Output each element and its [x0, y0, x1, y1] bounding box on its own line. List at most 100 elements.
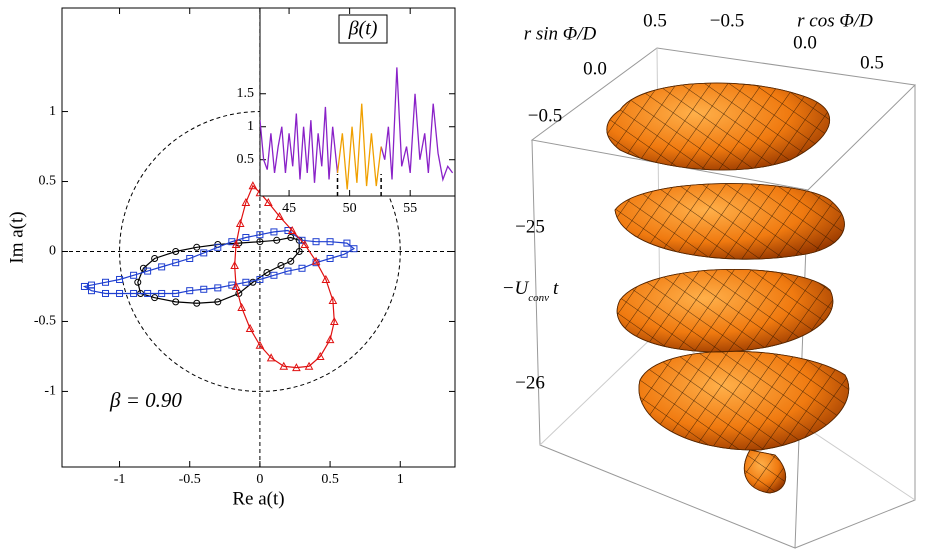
marker — [186, 287, 194, 295]
z-axis-label: −Uconv t — [502, 278, 559, 303]
marker — [214, 298, 222, 306]
marker — [279, 361, 289, 370]
marker — [325, 335, 335, 344]
x-tick-label: -1 — [114, 472, 126, 487]
surface-panel: r cos Φ/D r sin Φ/D −Uconv t −0.5 0.0 0.5 −0… — [502, 10, 917, 549]
marker — [130, 271, 138, 279]
marker — [200, 285, 208, 293]
z-label-sub: conv — [528, 292, 549, 304]
marker — [172, 298, 180, 306]
x-tick-label: 45 — [282, 201, 296, 216]
x-tick-label: 0.5 — [860, 52, 884, 73]
annotation: β = 0.90 — [109, 388, 182, 412]
marker — [300, 239, 310, 248]
title-box — [338, 14, 388, 44]
marker — [270, 271, 278, 279]
marker — [298, 264, 306, 272]
series-line — [234, 184, 335, 369]
marker — [235, 218, 245, 228]
series-line — [260, 67, 454, 183]
y-tick-label: -0.5 — [34, 314, 56, 329]
z-label-tail: t — [553, 278, 559, 299]
marker — [237, 302, 246, 311]
marker — [270, 228, 278, 236]
x-axis-label: Re a(t) — [232, 488, 284, 509]
marker — [256, 231, 264, 239]
x-tick-label: 0.0 — [793, 32, 817, 53]
marker — [172, 259, 180, 267]
y-tick-label: 0.5 — [643, 10, 667, 31]
marker — [304, 361, 314, 370]
marker — [158, 263, 166, 271]
marker — [80, 282, 88, 290]
marker — [292, 363, 301, 372]
x-tick-label: 1 — [397, 472, 404, 487]
marker — [134, 278, 142, 286]
series-line — [82, 229, 356, 295]
x-tick-label: -0.5 — [179, 472, 201, 487]
marker — [284, 267, 292, 275]
marker — [241, 197, 251, 207]
marker — [116, 289, 124, 297]
marker — [186, 254, 194, 262]
marker — [116, 275, 124, 283]
y-axis-label: Im a(t) — [6, 211, 27, 263]
marker — [287, 225, 297, 235]
marker — [144, 267, 152, 275]
z-tick-label: −26 — [515, 372, 545, 393]
marker — [275, 211, 284, 221]
marker — [256, 275, 264, 283]
marker — [328, 295, 338, 304]
marker — [329, 316, 339, 325]
marker — [102, 278, 110, 286]
marker — [340, 250, 348, 258]
z-label-main: −U — [502, 278, 530, 299]
z-tick-label: −25 — [515, 216, 545, 237]
marker — [311, 256, 321, 265]
y-tick-label: −0.5 — [528, 105, 562, 126]
y-tick-label: -1 — [44, 384, 56, 399]
y-tick-label: 1.5 — [237, 86, 255, 101]
marker — [321, 274, 331, 283]
marker — [298, 236, 306, 244]
y-tick-label: 0.5 — [237, 152, 255, 167]
x-tick-label: 0.5 — [321, 472, 339, 487]
y-tick-label: 0.5 — [39, 174, 57, 189]
marker — [231, 239, 241, 248]
marker — [263, 268, 271, 276]
marker — [249, 278, 257, 286]
marker — [295, 247, 303, 255]
marker — [130, 289, 138, 297]
y-tick-label: 0.0 — [583, 58, 607, 79]
marker — [228, 238, 236, 246]
inset-title: β(t) — [348, 18, 378, 40]
marker — [230, 260, 239, 269]
marker — [200, 249, 208, 257]
marker — [350, 245, 358, 253]
marker — [277, 261, 285, 269]
marker — [315, 351, 325, 360]
marker — [312, 238, 320, 246]
marker — [273, 236, 281, 244]
marker — [287, 257, 295, 265]
marker — [263, 197, 273, 207]
marker — [284, 227, 292, 235]
marker — [172, 247, 180, 255]
marker — [214, 284, 222, 292]
marker — [193, 243, 201, 251]
marker — [255, 340, 265, 349]
marker — [87, 281, 95, 289]
marker — [287, 234, 295, 241]
x-tick-label: 50 — [343, 201, 357, 216]
marker — [151, 254, 159, 262]
x-tick-label: −0.5 — [710, 10, 744, 31]
y-tick-label: 1 — [49, 104, 56, 119]
marker — [102, 289, 110, 297]
y-tick-label: 1 — [247, 119, 254, 134]
marker — [343, 239, 351, 247]
marker — [242, 278, 250, 286]
x-tick-label: 55 — [403, 201, 417, 216]
x-tick-label: 0 — [256, 472, 263, 487]
marker — [326, 254, 334, 262]
